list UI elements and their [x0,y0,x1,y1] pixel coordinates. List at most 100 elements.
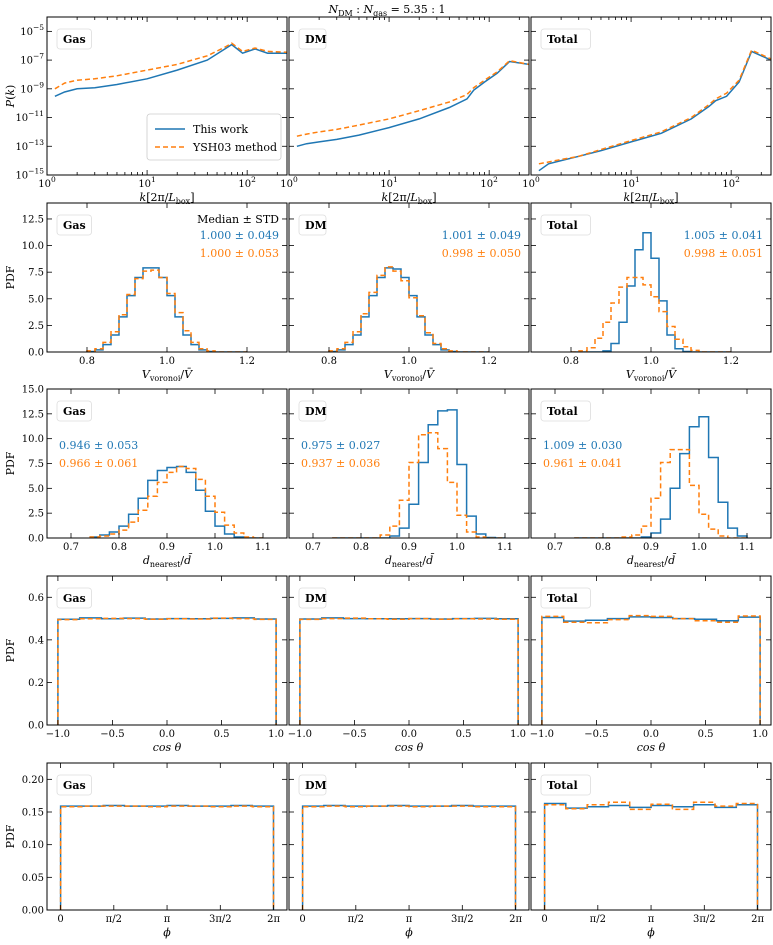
y-tick-label: 2.5 [28,509,44,520]
x-tick-label: 1.1 [739,542,755,553]
series-ysh03-total [574,448,747,538]
x-tick-label: −0.5 [100,729,124,740]
panel-tag-box [56,587,92,609]
stats-ysh03: 0.966 ± 0.061 [59,457,138,470]
stats-block: 1.009 ± 0.030 0.961 ± 0.041 [543,439,622,470]
panel-tag-box [56,214,92,236]
series-this-work-dm [332,409,505,538]
plot-area [543,801,759,910]
x-tick-label: 0.8 [595,542,611,553]
panel-tag-label: Gas [63,592,86,605]
panel-grid: 100 101 102 10−15 10−13 10−11 10−9 10−7 10−5 Gas k… [4,16,772,939]
panel-tag-label: Total [547,779,578,792]
y-ticks: 10−15 10−13 10−11 10−9 10−7 10−5 [15,23,287,182]
stats-block: Median ± STD 1.000 ± 0.049 1.000 ± 0.053 [197,213,279,260]
panel-cos_theta-total: −1.0 −0.5 0.0 0.5 1.0 Total cos θ [530,575,772,754]
stats-this-work: 0.946 ± 0.053 [59,439,138,452]
plot-area [54,42,287,97]
y-tick-label: 12.5 [22,214,44,225]
series-this-work-total [543,802,759,910]
panel-tag-label: DM [305,405,327,418]
series-ysh03-total [543,801,759,910]
panel-tag: Gas [56,400,92,422]
y-axis-label: P(k) [4,85,17,109]
x-tick-label: π [648,914,655,925]
x-axis-label: cos θ [637,741,666,754]
stats-this-work: 1.000 ± 0.049 [200,229,279,242]
x-axis-label: dnearest/d̄ [385,554,435,569]
plot-area [301,804,517,910]
y-ticks [289,388,529,539]
x-tick-label: 2π [509,914,522,925]
plot-area [574,416,748,538]
x-tick-label: 3π/2 [209,914,232,925]
x-tick-label: −0.5 [342,729,366,740]
stats-ysh03: 0.998 ± 0.051 [684,247,763,260]
x-tick-label: 1.0 [159,356,175,367]
y-tick-label: 15.0 [22,385,44,396]
x-tick-label: 0.5 [698,729,714,740]
y-axis-label: PDF [4,638,17,662]
panel-power_spectrum-dm: 100 101 102 DM k[2π/Lbox] [280,16,530,206]
y-ticks [289,778,529,911]
x-tick-label: 102 [480,175,498,190]
plot-area [296,59,529,148]
panel-tag: Total [540,400,591,422]
y-tick-label: 7.5 [28,459,44,470]
x-ticks: 0 π/2 π 3π/2 2π [57,763,280,925]
plot-area [89,465,263,538]
panel-tag-box [298,774,327,796]
stats-block: 1.005 ± 0.041 0.998 ± 0.051 [684,229,763,260]
panel-voronoi_volume-dm: 0.8 1.0 1.2 DM 1.001 ± 0.049 0.998 ± 0.050 Vvo… [288,202,530,383]
legend-ysh03-label: YSH03 method [192,141,277,154]
panel-power_spectrum-total: 100 101 102 Total k[2π/Lbox] [522,16,772,206]
x-ticks: 100 101 102 [280,17,520,190]
y-tick-label: 0.2 [28,678,44,689]
panel-tag: Total [540,587,591,609]
series-this-work-total [574,416,748,538]
y-tick-label: 10−5 [20,23,44,38]
y-tick-label: 10−15 [15,167,44,182]
y-tick-label: 10−13 [15,138,44,153]
x-tick-label: 100 [280,175,298,190]
y-ticks: 0.0 0.2 0.4 0.6 [28,593,287,732]
x-tick-label: π/2 [348,914,364,925]
series-ysh03-dm [299,617,519,725]
x-axis-label: ϕ [163,926,171,939]
y-tick-label: 2.5 [28,321,44,332]
y-tick-label: 0.0 [28,534,44,545]
x-tick-label: 1.0 [643,356,659,367]
panel-tag-box [56,774,92,796]
x-ticks: 0.7 0.8 0.9 1.0 1.1 [305,389,513,553]
legend: This work YSH03 method [146,113,282,161]
panel-tag: DM [298,587,327,609]
x-tick-label: 1.0 [510,729,526,740]
x-ticks: −1.0 −0.5 0.0 0.5 1.0 [288,576,526,740]
y-ticks [289,30,529,176]
panel-tag-label: DM [305,592,327,605]
x-tick-label: π/2 [590,914,606,925]
x-tick-label: 1.0 [449,542,465,553]
y-tick-label: 10.0 [22,241,44,252]
y-ticks: 0.0 2.5 5.0 7.5 10.0 12.5 [22,214,287,359]
plot-area [538,49,771,172]
panel-phi-total: 0 π/2 π 3π/2 2π Total ϕ [530,762,772,939]
x-tick-label: 101 [138,175,156,190]
panel-tag: Total [540,774,591,796]
panel-phi-gas: 0 π/2 π 3π/2 2π 0.00 0.05 0.10 0.15 0.20 Gas ϕ PDF [4,762,288,939]
x-axis-label: cos θ [395,741,424,754]
x-axis-label: dnearest/d̄ [143,554,193,569]
series-ysh03-dm [332,431,505,538]
y-ticks [531,596,771,726]
x-tick-label: 0 [299,914,305,925]
series-ysh03-dm [328,266,489,352]
x-tick-label: 1.2 [723,356,739,367]
legend-box [146,113,282,161]
x-tick-label: 0.5 [214,729,230,740]
x-tick-label: −0.5 [584,729,608,740]
y-axis-label: PDF [4,451,17,475]
y-tick-label: 10.0 [22,434,44,445]
panel-cos_theta-gas: −1.0 −0.5 0.0 0.5 1.0 0.0 0.2 0.4 0.6 Gas cos θ PDF [4,575,288,754]
panel-tag: DM [298,214,327,236]
panel-tag-label: DM [305,779,327,792]
